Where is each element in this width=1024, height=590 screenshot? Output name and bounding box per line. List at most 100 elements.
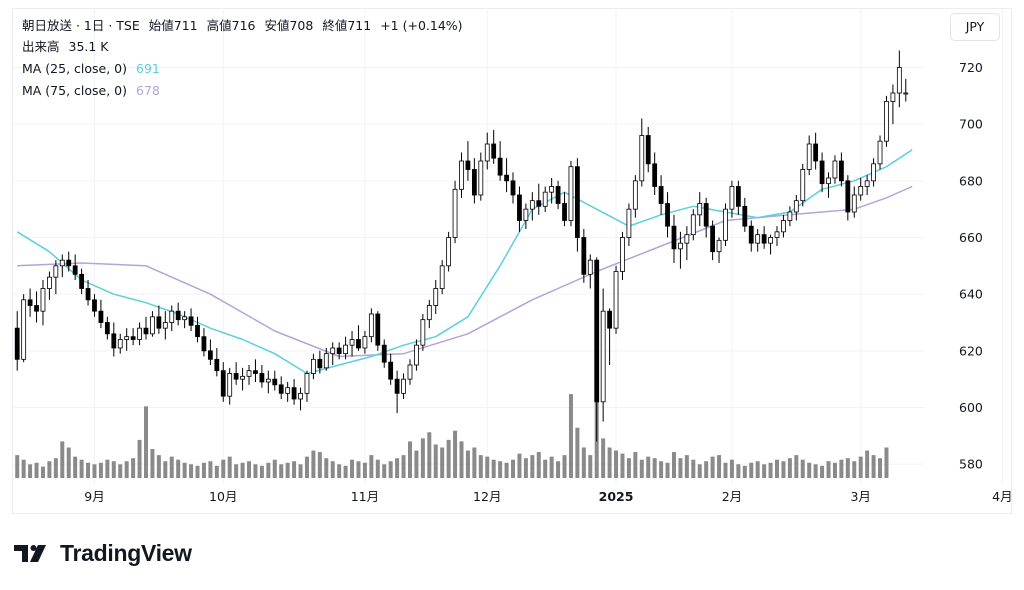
volume-bar xyxy=(742,465,747,478)
volume-bar xyxy=(247,461,252,478)
volume-bar xyxy=(536,452,541,478)
volume-bar xyxy=(124,461,129,478)
candle-body xyxy=(678,242,683,250)
volume-bar xyxy=(601,438,606,478)
candle-body xyxy=(375,313,381,346)
chart-frame[interactable] xyxy=(12,8,1012,514)
candle-body xyxy=(311,358,316,374)
volume-bar xyxy=(504,462,509,478)
candle-body xyxy=(40,288,46,312)
candle-body xyxy=(471,169,477,196)
volume-bar xyxy=(144,406,148,478)
candle-body xyxy=(156,316,162,329)
volume-bar xyxy=(678,458,683,478)
volume-bar xyxy=(858,456,863,478)
candle-body xyxy=(542,191,548,207)
volume-bar xyxy=(98,462,103,478)
volume-bar xyxy=(182,462,187,478)
volume-bar xyxy=(266,462,271,478)
volume-bar xyxy=(414,450,419,478)
candle-body xyxy=(723,208,728,241)
volume-bar xyxy=(626,458,631,478)
candle-body xyxy=(439,265,445,289)
tradingview-logo[interactable]: TradingView xyxy=(14,538,192,568)
volume-bar xyxy=(511,459,516,478)
candle-body xyxy=(207,350,213,360)
candle-body xyxy=(819,160,825,185)
open-value: 711 xyxy=(173,18,198,33)
candle-body xyxy=(806,143,812,170)
x-tick-label: 10月 xyxy=(209,489,237,504)
volume-bar xyxy=(614,450,619,478)
candle-body xyxy=(684,234,690,244)
candle-body xyxy=(323,353,329,369)
candle-body xyxy=(832,160,838,179)
volume-bar xyxy=(755,461,760,478)
brand-name: TradingView xyxy=(60,539,192,566)
volume-bar xyxy=(710,456,715,478)
y-tick-label: 640 xyxy=(959,287,983,302)
volume-bar xyxy=(201,462,206,478)
volume-bar xyxy=(47,461,52,478)
candle-body xyxy=(349,339,355,346)
volume-bar xyxy=(169,456,174,478)
candle-body xyxy=(755,234,761,244)
y-axis: 580 600 620 640 660 680 700 720 xyxy=(959,60,983,472)
volume-bar xyxy=(575,427,580,478)
candle-body xyxy=(562,203,567,221)
ma25-line xyxy=(16,149,913,375)
ma25-label: MA (25, close, 0) xyxy=(22,61,128,76)
candle-body xyxy=(175,310,181,321)
candle-body xyxy=(484,143,490,162)
candle-body xyxy=(858,186,864,196)
volume-bar xyxy=(240,462,245,478)
volume-bar xyxy=(86,462,91,478)
volume-bar xyxy=(633,452,638,478)
volume-bar xyxy=(697,464,702,478)
candle-body xyxy=(291,387,297,400)
candle-body xyxy=(581,237,587,275)
volume-bar xyxy=(588,455,593,478)
candle-body xyxy=(478,160,484,196)
candle-body xyxy=(845,180,851,213)
candle-body xyxy=(214,358,220,372)
volume-bar xyxy=(813,464,818,478)
volume-bar xyxy=(79,459,84,478)
volume-bar xyxy=(826,461,831,478)
volume-bar xyxy=(845,458,850,478)
volume-bar xyxy=(369,455,374,478)
volume-bar xyxy=(446,439,451,478)
volume-bar xyxy=(787,458,792,478)
volume-bar xyxy=(189,464,194,478)
candle-body xyxy=(111,333,117,349)
volume-bar xyxy=(459,441,464,478)
volume-bar xyxy=(285,462,290,478)
volume-bar xyxy=(259,465,264,478)
currency-button[interactable]: JPY xyxy=(950,13,1000,41)
volume-bar xyxy=(362,462,367,478)
volume-bar xyxy=(820,465,825,478)
volume-bar xyxy=(749,462,754,478)
volume-bar xyxy=(388,461,393,478)
legend-ma25-line: MA (25, close, 0) 691 xyxy=(22,61,165,77)
volume-bar xyxy=(40,466,45,478)
candle-body xyxy=(304,373,310,394)
volume-bar xyxy=(607,447,612,478)
candle-body xyxy=(253,370,258,374)
candle-body xyxy=(233,373,239,380)
volume-bar xyxy=(620,453,625,478)
candle-body xyxy=(124,336,130,340)
candle-body xyxy=(652,163,658,187)
volume-bar xyxy=(878,458,883,478)
x-tick-label: 11月 xyxy=(351,489,379,504)
symbol-title: 朝日放送 · 1日 · TSE xyxy=(22,18,140,33)
close-label: 終値 xyxy=(322,18,348,33)
candle-body xyxy=(690,214,696,236)
volume-bar xyxy=(865,450,870,478)
candle-body xyxy=(600,310,606,403)
x-tick-label: 3月 xyxy=(850,489,870,504)
volume-bar xyxy=(491,459,496,478)
high-value: 716 xyxy=(231,18,256,33)
volume-bar xyxy=(556,461,561,478)
